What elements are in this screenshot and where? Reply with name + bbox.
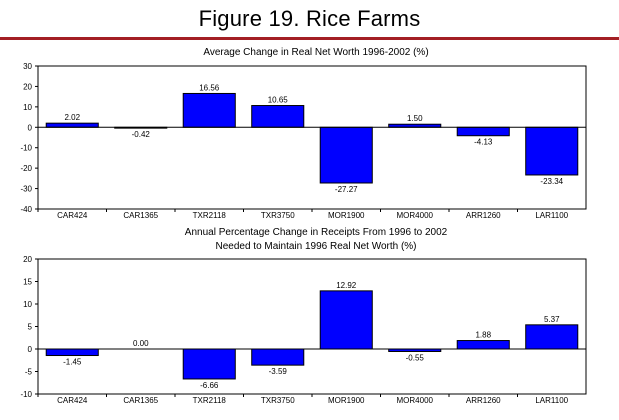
chart1-bar-car424	[45, 122, 99, 128]
chart2-y-tick-label-15: 15	[23, 278, 32, 287]
chart2-data-label-txr3750: -3.59	[269, 367, 288, 376]
chart2-x-tick-label-txr2118: TXR2118	[193, 396, 227, 405]
title-rule	[0, 37, 619, 40]
chart2-plot-frame	[37, 258, 587, 395]
chart1-y-tick-label-10: 10	[23, 103, 32, 112]
chart1-x-tick-label-arr1260: ARR1260	[466, 211, 501, 220]
chart1-y-tick-label--30: -30	[20, 185, 32, 194]
chart1-x-tick-label-txr3750: TXR3750	[261, 211, 295, 220]
chart2-y-tick-label--10: -10	[20, 390, 32, 399]
chart2-data-label-car1365: 0.00	[133, 339, 149, 348]
chart2-title-line-2: Needed to Maintain 1996 Real Net Worth (…	[215, 241, 416, 252]
chart1-y-tick-label-0: 0	[28, 123, 33, 132]
chart1-title-line-1: Average Change in Real Net Worth 1996-20…	[203, 47, 428, 58]
chart1-data-label-lar1100: -23.34	[540, 177, 563, 186]
chart1-x-tick-label-car1365: CAR1365	[123, 211, 158, 220]
chart1-bar-txr2118	[182, 92, 236, 128]
chart1-bar-arr1260	[456, 126, 510, 137]
chart1-bar-mor1900	[319, 126, 373, 184]
chart2-bar-mor1900	[319, 290, 373, 350]
chart1-x-tick-label-lar1100: LAR1100	[535, 211, 568, 220]
chart1-data-label-car1365: -0.42	[132, 130, 151, 139]
chart1-data-label-txr2118: 16.56	[199, 83, 220, 92]
chart2-y-tick-label-0: 0	[28, 345, 33, 354]
chart2-bar-car424	[45, 348, 99, 357]
chart2-bar-txr2118	[182, 348, 236, 380]
chart2-bar-arr1260	[456, 340, 510, 350]
chart2-x-tick-label-txr3750: TXR3750	[261, 396, 295, 405]
chart2-data-label-txr2118: -6.66	[200, 381, 219, 390]
chart1-plot-frame	[37, 65, 587, 210]
chart2-bar-txr3750	[251, 348, 305, 366]
chart1-y-tick-label--10: -10	[20, 144, 32, 153]
chart1-x-tick-label-car424: CAR424	[57, 211, 88, 220]
chart1-x-tick-label-txr2118: TXR2118	[193, 211, 227, 220]
chart2-data-label-mor4000: -0.55	[406, 353, 425, 362]
chart2-title-line-1: Annual Percentage Change in Receipts Fro…	[185, 227, 448, 238]
figure-title: Figure 19. Rice Farms	[198, 6, 421, 31]
chart1-bar-txr3750	[251, 105, 305, 128]
chart1-data-label-arr1260: -4.13	[474, 138, 493, 147]
chart2-data-label-mor1900: 12.92	[336, 281, 357, 290]
chart1-data-label-txr3750: 10.65	[268, 96, 289, 105]
chart1-y-tick-label-20: 20	[23, 82, 32, 91]
chart2-x-tick-label-car1365: CAR1365	[123, 396, 158, 405]
chart2-y-tick-label--5: -5	[25, 368, 33, 377]
chart1-data-label-mor1900: -27.27	[335, 185, 358, 194]
chart1-bar-lar1100	[525, 126, 579, 176]
chart2-x-tick-label-car424: CAR424	[57, 396, 88, 405]
chart2-x-tick-label-arr1260: ARR1260	[466, 396, 501, 405]
chart2-bar-lar1100	[525, 324, 579, 350]
chart2-x-tick-label-lar1100: LAR1100	[535, 396, 568, 405]
chart2-y-tick-label-20: 20	[23, 255, 32, 264]
chart2-data-label-arr1260: 1.88	[475, 331, 491, 340]
chart2-y-tick-label-5: 5	[28, 323, 33, 332]
chart2-data-label-car424: -1.45	[63, 358, 82, 367]
chart1-x-tick-label-mor1900: MOR1900	[328, 211, 365, 220]
chart2-x-tick-label-mor1900: MOR1900	[328, 396, 365, 405]
chart1-data-label-mor4000: 1.50	[407, 114, 423, 123]
chart1-y-tick-label--20: -20	[20, 164, 32, 173]
chart1-x-tick-label-mor4000: MOR4000	[397, 211, 434, 220]
chart1-data-label-car424: 2.02	[64, 113, 80, 122]
chart1-y-tick-label--40: -40	[20, 205, 32, 214]
chart1-y-tick-label-30: 30	[23, 62, 32, 71]
chart2-y-tick-label-10: 10	[23, 300, 32, 309]
chart2-x-tick-label-mor4000: MOR4000	[397, 396, 434, 405]
chart2-data-label-lar1100: 5.37	[544, 315, 560, 324]
